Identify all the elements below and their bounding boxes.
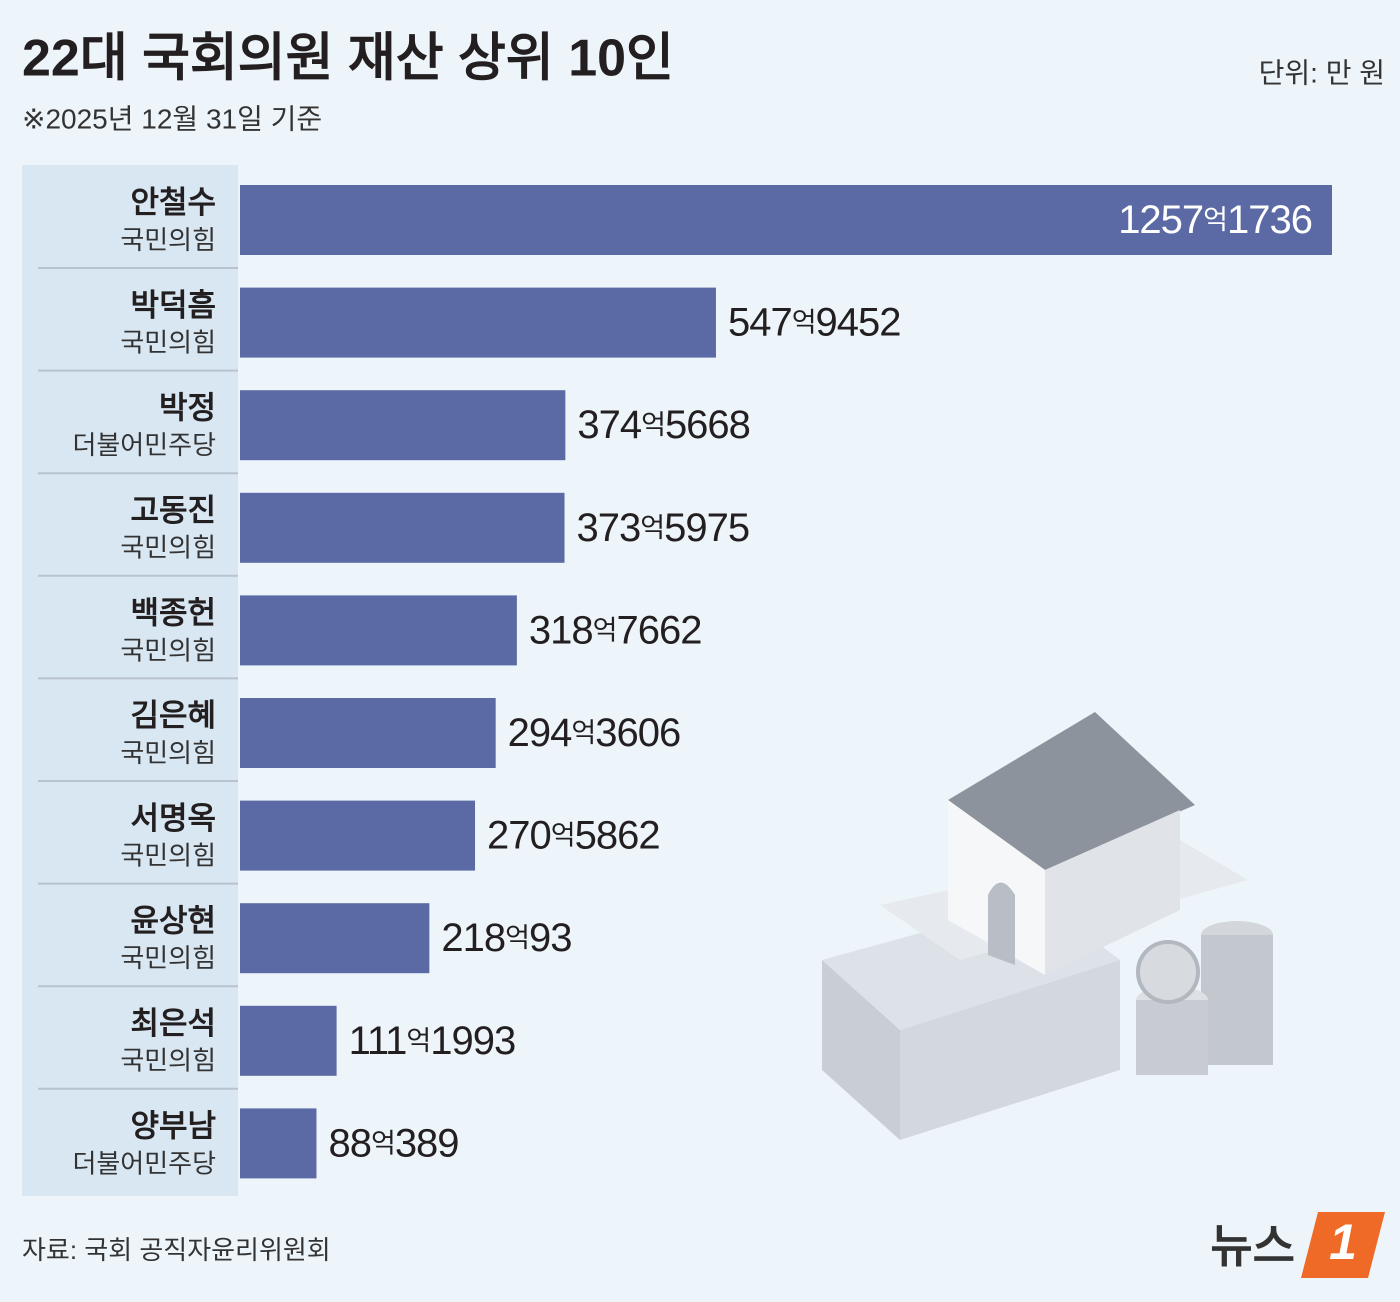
party-label: 국민의힘 xyxy=(120,840,216,870)
bar xyxy=(240,1108,317,1179)
value-label: 294억3606 xyxy=(508,711,681,755)
value-label: 318억7662 xyxy=(529,608,702,652)
party-label: 국민의힘 xyxy=(120,225,216,255)
value-label: 1257억1736 xyxy=(1118,198,1312,242)
value-label: 547억9452 xyxy=(728,300,901,344)
category-label: 안철수 xyxy=(130,185,216,220)
chart-title: 22대 국회의원 재산 상위 10인 xyxy=(22,30,674,88)
brand-text: 뉴스 xyxy=(1210,1220,1295,1272)
category-label: 백종헌 xyxy=(130,596,216,631)
party-label: 국민의힘 xyxy=(120,327,216,357)
value-label: 373억5975 xyxy=(577,505,750,549)
brand-mark: 1 xyxy=(1329,1214,1357,1270)
value-label: 270억5862 xyxy=(487,813,660,857)
bar xyxy=(240,390,566,461)
category-label: 서명옥 xyxy=(130,801,216,836)
source: 자료: 국회 공직자윤리위원회 xyxy=(22,1235,331,1265)
bar xyxy=(240,185,1332,255)
chart-subtitle: ※2025년 12월 31일 기준 xyxy=(22,103,322,134)
bar xyxy=(240,903,430,974)
bar xyxy=(240,800,476,871)
value-label: 88억389 xyxy=(328,1121,458,1165)
illustration xyxy=(822,712,1273,1140)
party-label: 국민의힘 xyxy=(120,1046,216,1076)
bar xyxy=(240,287,716,358)
value-label: 111억1993 xyxy=(349,1018,516,1062)
bar xyxy=(240,595,517,666)
category-label: 박덕흠 xyxy=(130,288,216,323)
value-label: 218억93 xyxy=(441,916,571,960)
category-label: 양부남 xyxy=(130,1109,216,1144)
category-label: 윤상현 xyxy=(130,903,216,938)
party-label: 국민의힘 xyxy=(120,533,216,563)
party-label: 국민의힘 xyxy=(120,943,216,973)
party-label: 국민의힘 xyxy=(120,738,216,768)
brand-badge xyxy=(1301,1212,1385,1278)
bar xyxy=(240,698,496,768)
party-label: 더불어민주당 xyxy=(72,1148,216,1178)
unit-label: 단위: 만 원 xyxy=(1259,57,1385,88)
category-label: 고동진 xyxy=(130,493,216,528)
bar xyxy=(240,1005,337,1076)
bar xyxy=(240,492,565,563)
category-label: 박정 xyxy=(159,390,216,425)
party-label: 국민의힘 xyxy=(120,635,216,665)
category-label: 김은혜 xyxy=(130,698,216,733)
label-panel xyxy=(22,165,238,1196)
value-label: 374억5668 xyxy=(577,403,750,447)
category-label: 최은석 xyxy=(130,1006,216,1041)
party-label: 더불어민주당 xyxy=(72,430,216,460)
